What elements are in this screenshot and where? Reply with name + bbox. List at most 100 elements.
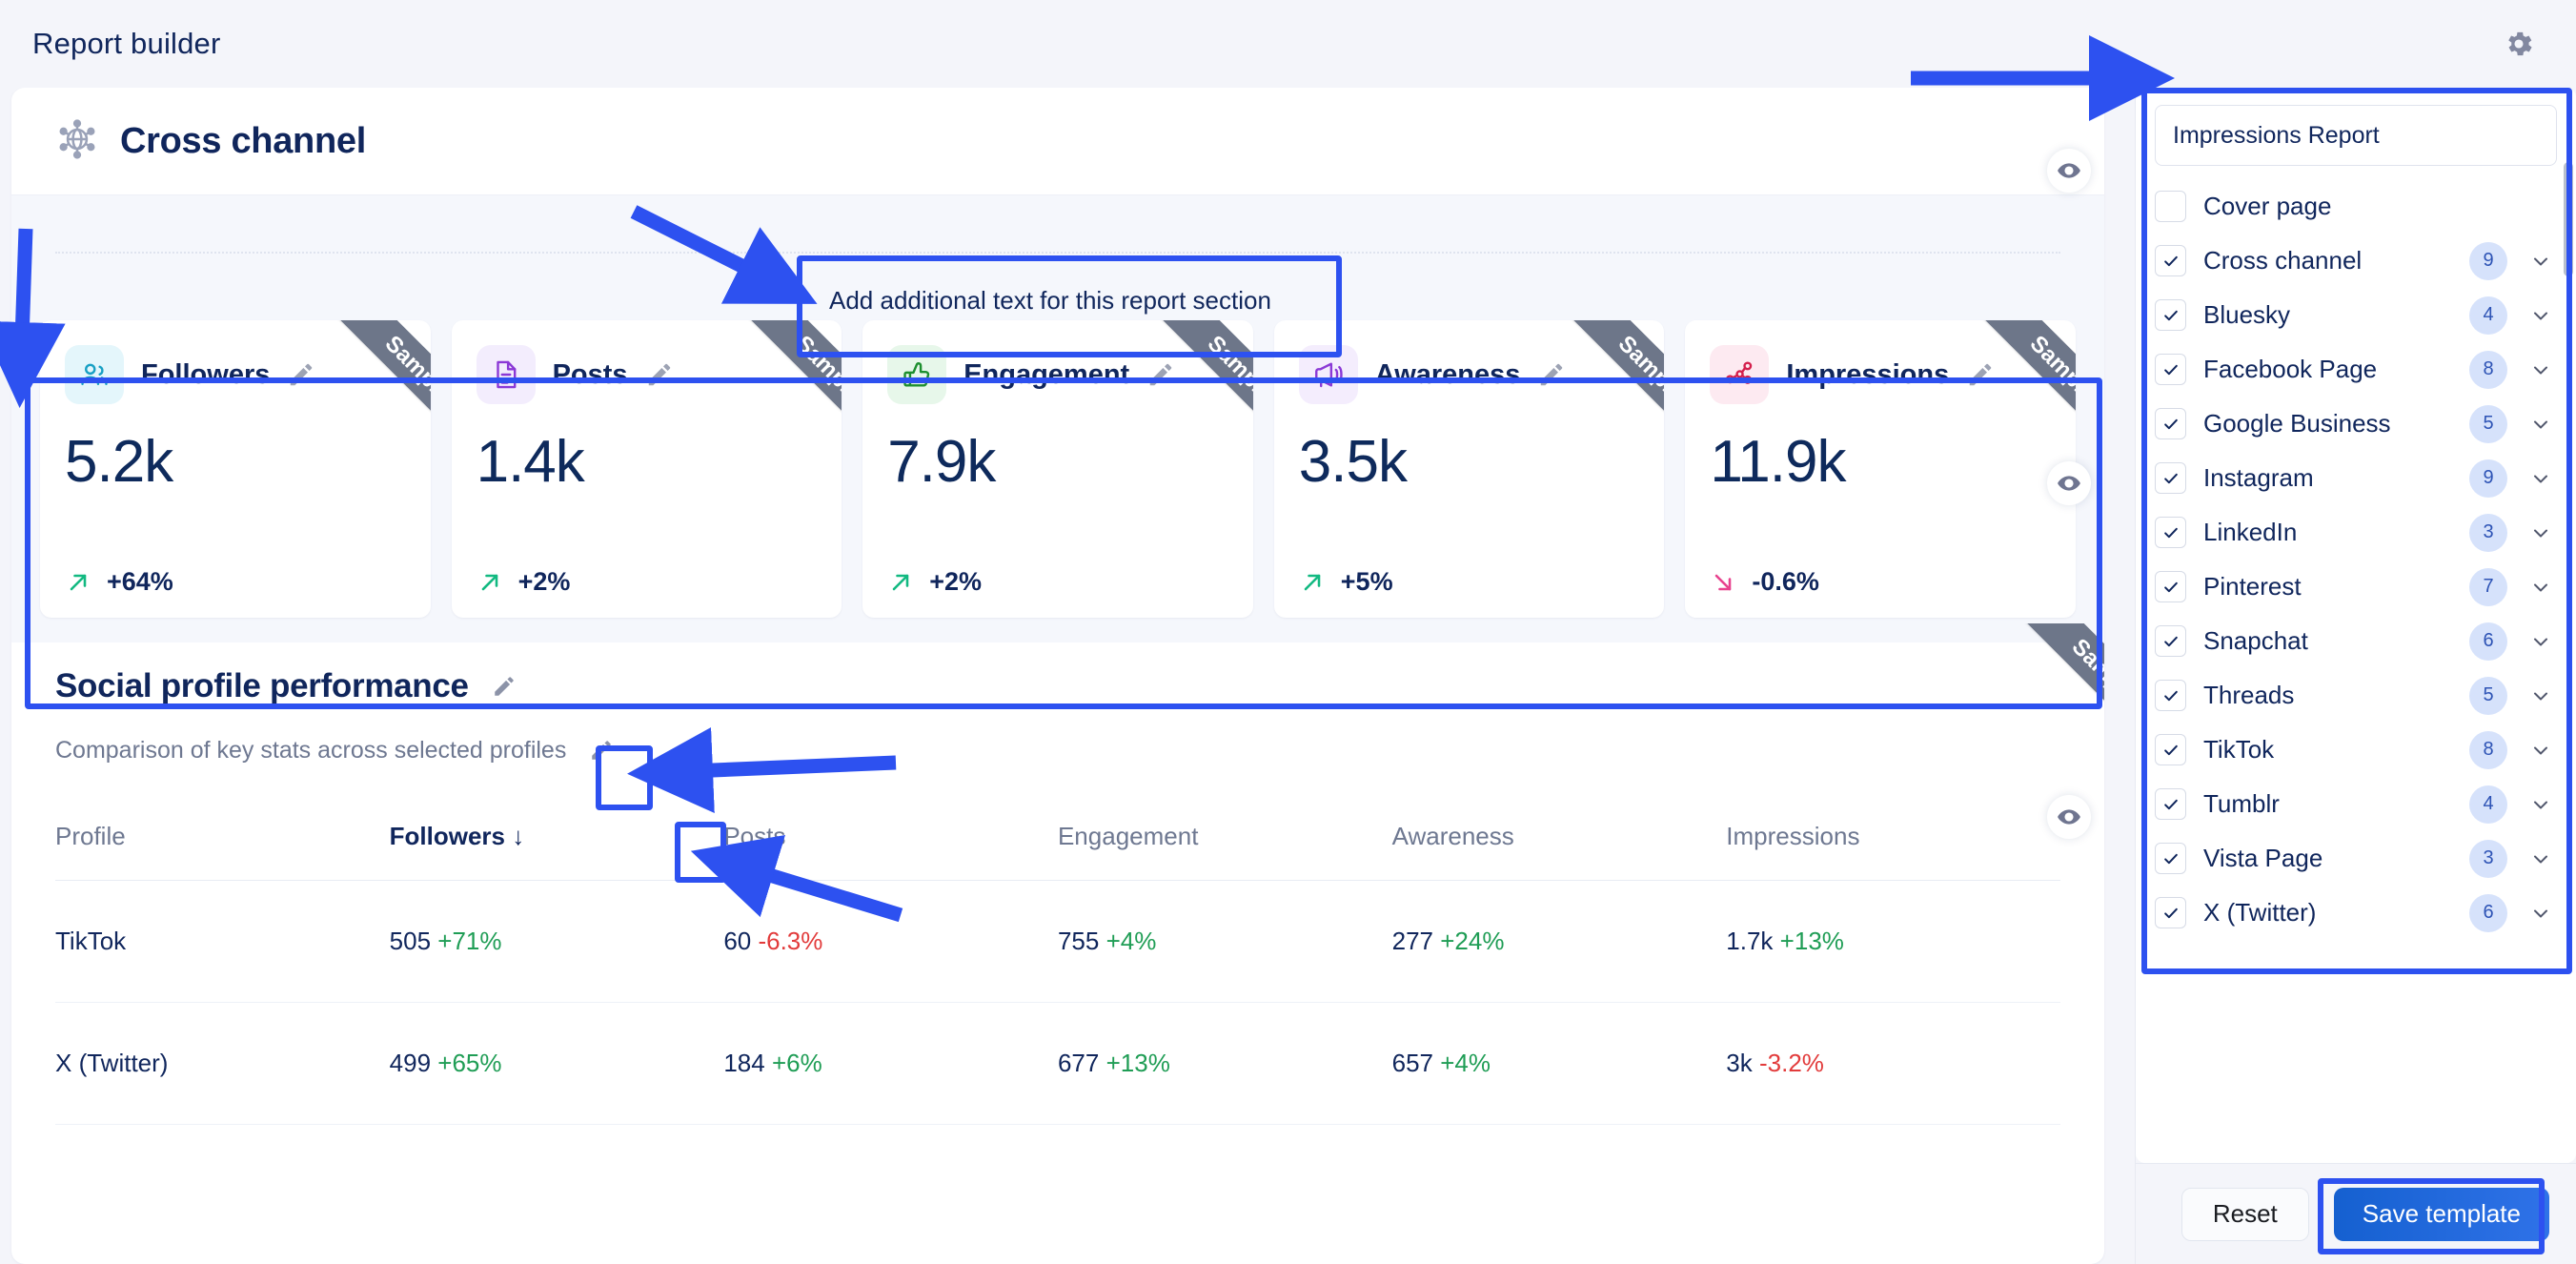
document-icon bbox=[476, 345, 536, 404]
panel-item-label: Cover page bbox=[2203, 192, 2332, 220]
save-template-button[interactable]: Save template bbox=[2333, 1187, 2549, 1241]
dotted-divider bbox=[55, 251, 2060, 254]
table-row[interactable]: TikTok 505 +71% 60 -6.3% 755 +4% 277 +24% 1.7… bbox=[55, 880, 2060, 1003]
table-row[interactable]: X (Twitter) 499 +65% 184 +6% 677 +13% 657 +4… bbox=[55, 1002, 2060, 1125]
gear-icon[interactable] bbox=[2498, 23, 2540, 65]
panel-item-cover-page[interactable]: Cover page bbox=[2155, 179, 2557, 234]
cell-engagement: 677 +13% bbox=[1057, 1002, 1392, 1125]
panel-item-facebook-page[interactable]: Facebook Page 8 bbox=[2155, 342, 2557, 397]
chevron-down-icon[interactable] bbox=[2525, 304, 2557, 327]
panel-item-label: Facebook Page bbox=[2203, 355, 2378, 383]
section-visibility-eye-icon[interactable] bbox=[2047, 149, 2091, 193]
item-count-badge: 7 bbox=[2469, 567, 2507, 606]
metric-delta: +2% bbox=[477, 567, 818, 597]
panel-item-vista-page[interactable]: Vista Page 3 bbox=[2155, 831, 2557, 886]
item-count-badge: 6 bbox=[2469, 622, 2507, 661]
checkbox[interactable] bbox=[2155, 734, 2186, 765]
checkbox[interactable] bbox=[2155, 354, 2186, 385]
table-title: Social profile performance bbox=[55, 667, 469, 704]
checkbox[interactable] bbox=[2155, 625, 2186, 657]
panel-item-x-twitter[interactable]: X (Twitter) 6 bbox=[2155, 886, 2557, 940]
cell-profile: TikTok bbox=[55, 880, 390, 1003]
panel-scroll-area: Cover page Cross channel 9 Bluesky 4 Facebook… bbox=[2136, 88, 2576, 1163]
report-name-input[interactable] bbox=[2155, 105, 2557, 166]
chevron-down-icon[interactable] bbox=[2525, 413, 2557, 436]
panel-item-instagram[interactable]: Instagram 9 bbox=[2155, 451, 2557, 505]
metric-card-followers[interactable]: Sample Followers 5.2k +64% bbox=[40, 320, 431, 618]
panel-item-linkedin[interactable]: LinkedIn 3 bbox=[2155, 505, 2557, 560]
cell-change: -3.2% bbox=[1758, 1049, 1824, 1077]
chevron-down-icon[interactable] bbox=[2525, 250, 2557, 273]
edit-metric-pencil-icon[interactable] bbox=[645, 360, 674, 389]
chevron-down-icon[interactable] bbox=[2525, 739, 2557, 762]
column-header-followers[interactable]: Followers ↓ bbox=[389, 822, 724, 881]
item-count-badge: 5 bbox=[2469, 676, 2507, 715]
metric-card-awareness[interactable]: Sample Awareness 3.5k +5% bbox=[1273, 320, 1665, 618]
metric-card-engagement[interactable]: Sample Engagement 7.9k +2% bbox=[862, 320, 1253, 618]
edit-metric-pencil-icon[interactable] bbox=[1537, 360, 1566, 389]
chevron-down-icon[interactable] bbox=[2525, 630, 2557, 653]
column-header-posts[interactable]: Posts bbox=[723, 822, 1058, 881]
metric-card-posts[interactable]: Sample Posts 1.4k +2% bbox=[451, 320, 842, 618]
edit-metric-pencil-icon[interactable] bbox=[1966, 360, 1995, 389]
panel-item-tumblr[interactable]: Tumblr 4 bbox=[2155, 777, 2557, 831]
panel-item-label: Google Business bbox=[2203, 409, 2391, 438]
chevron-down-icon[interactable] bbox=[2525, 521, 2557, 544]
check-glyph bbox=[2163, 364, 2178, 375]
item-count-badge: 8 bbox=[2469, 350, 2507, 389]
checkbox[interactable] bbox=[2155, 680, 2186, 711]
column-header-engagement[interactable]: Engagement bbox=[1057, 822, 1392, 881]
chevron-down-icon[interactable] bbox=[2525, 358, 2557, 381]
chevron-down-icon[interactable] bbox=[2525, 847, 2557, 870]
panel-item-threads[interactable]: Threads 5 bbox=[2155, 668, 2557, 723]
checkbox[interactable] bbox=[2155, 788, 2186, 820]
chevron-down-icon[interactable] bbox=[2525, 793, 2557, 816]
checkbox[interactable] bbox=[2155, 299, 2186, 331]
column-header-profile[interactable]: Profile bbox=[55, 822, 390, 881]
panel-item-snapchat[interactable]: Snapchat 6 bbox=[2155, 614, 2557, 668]
metric-delta-value: +2% bbox=[517, 567, 571, 596]
column-header-impressions[interactable]: Impressions bbox=[1726, 822, 2060, 881]
checkbox[interactable] bbox=[2155, 517, 2186, 548]
chevron-down-icon[interactable] bbox=[2525, 902, 2557, 925]
checkbox[interactable] bbox=[2155, 462, 2186, 494]
panel-item-cross-channel[interactable]: Cross channel 9 bbox=[2155, 234, 2557, 288]
pencil-glyph bbox=[494, 677, 514, 696]
item-count-badge: 4 bbox=[2469, 296, 2507, 335]
panel-scrollbar[interactable] bbox=[2564, 162, 2573, 276]
chevron-down-icon[interactable] bbox=[2525, 576, 2557, 599]
edit-metric-pencil-icon[interactable] bbox=[1146, 360, 1175, 389]
panel-item-tiktok[interactable]: TikTok 8 bbox=[2155, 723, 2557, 777]
cell-change: +4% bbox=[1105, 927, 1157, 955]
section-text-placeholder[interactable]: Add additional text for this report sect… bbox=[829, 286, 1271, 315]
cell-posts: 60 -6.3% bbox=[723, 880, 1058, 1003]
panel-item-google-business[interactable]: Google Business 5 bbox=[2155, 397, 2557, 451]
column-header-awareness[interactable]: Awareness bbox=[1391, 822, 1727, 881]
reset-button[interactable]: Reset bbox=[2180, 1187, 2309, 1241]
panel-item-label: Threads bbox=[2203, 681, 2295, 709]
metrics-visibility-eye-icon[interactable] bbox=[2047, 461, 2091, 505]
checkbox[interactable] bbox=[2155, 191, 2186, 222]
edit-title-pencil-icon[interactable] bbox=[486, 668, 522, 704]
chevron-down-icon[interactable] bbox=[2525, 684, 2557, 707]
check-glyph bbox=[2163, 853, 2178, 864]
column-label: Engagement bbox=[1057, 822, 1199, 850]
check-glyph bbox=[2163, 636, 2178, 646]
edit-subtitle-pencil-icon[interactable] bbox=[583, 732, 619, 768]
checkbox[interactable] bbox=[2155, 408, 2186, 439]
page-title: Report builder bbox=[32, 27, 221, 60]
checkbox[interactable] bbox=[2155, 897, 2186, 928]
check-glyph bbox=[2163, 744, 2178, 755]
table-visibility-eye-icon[interactable] bbox=[2047, 795, 2091, 839]
panel-item-bluesky[interactable]: Bluesky 4 bbox=[2155, 288, 2557, 342]
chevron-down-icon[interactable] bbox=[2525, 467, 2557, 490]
checkbox[interactable] bbox=[2155, 571, 2186, 602]
metric-card-impressions[interactable]: Sample Impressions 11.9k -0.6% bbox=[1685, 320, 2076, 618]
checkbox[interactable] bbox=[2155, 843, 2186, 874]
cell-value: 499 bbox=[389, 1049, 432, 1077]
cell-posts: 184 +6% bbox=[723, 1002, 1058, 1125]
checkbox[interactable] bbox=[2155, 245, 2186, 276]
panel-footer: Reset Save template bbox=[2136, 1163, 2576, 1264]
edit-metric-pencil-icon[interactable] bbox=[287, 360, 315, 389]
panel-item-pinterest[interactable]: Pinterest 7 bbox=[2155, 560, 2557, 614]
